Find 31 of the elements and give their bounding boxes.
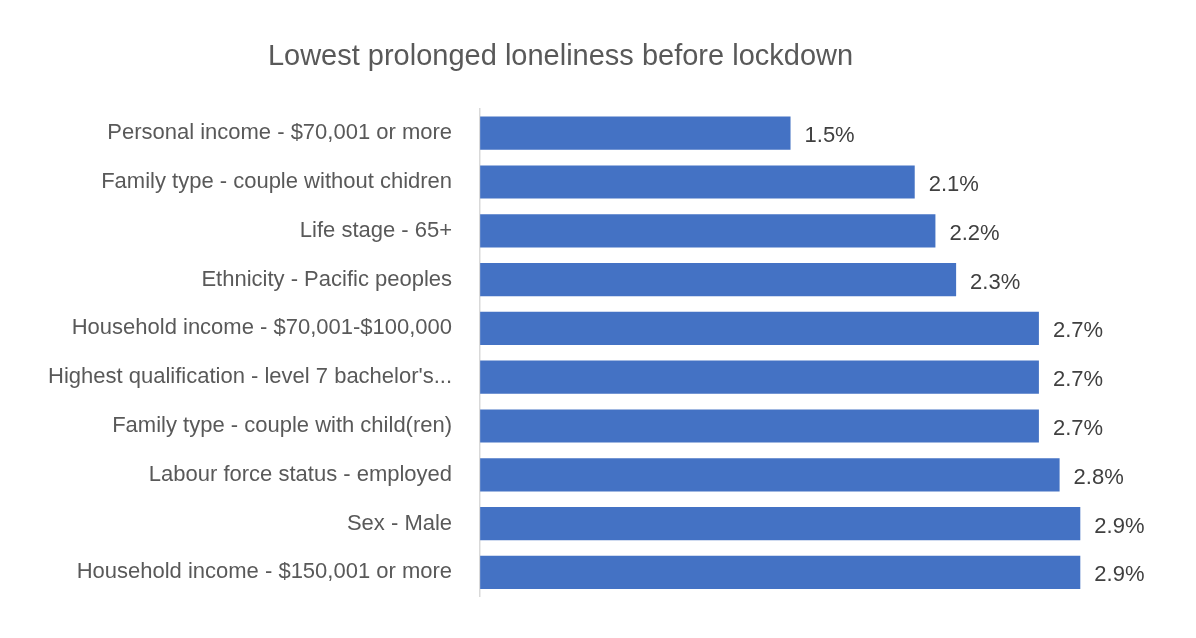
data-label: 2.8% <box>1073 463 1124 489</box>
data-label: 1.5% <box>804 122 855 148</box>
y-tick-label: Highest qualification - level 7 bachelor's... <box>48 363 453 389</box>
bar <box>480 214 936 248</box>
y-tick-label: Family type - couple without chidren <box>101 168 453 194</box>
data-label: 2.9% <box>1094 561 1145 587</box>
y-tick-label: Family type - couple with child(ren) <box>112 412 453 438</box>
y-tick-label: Household income - $150,001 or more <box>76 558 453 584</box>
bar <box>480 409 1039 443</box>
y-tick-label: Household income - $70,001-$100,000 <box>71 314 453 340</box>
data-label: 2.7% <box>1052 317 1104 343</box>
data-label: 2.1% <box>928 171 979 197</box>
y-tick-label: Personal income - $70,001 or more <box>107 119 453 145</box>
data-label: 2.3% <box>970 268 1021 294</box>
bar <box>480 116 791 150</box>
y-tick-label: Sex - Male <box>346 509 453 535</box>
y-tick-label: Life stage - 65+ <box>299 216 453 242</box>
y-tick-label: Ethnicity - Pacific peoples <box>201 265 453 291</box>
bar <box>480 360 1039 394</box>
chart-title: Lowest prolonged loneliness before lockdown <box>267 39 854 72</box>
bar <box>480 263 957 297</box>
bar <box>480 165 915 199</box>
data-label: 2.7% <box>1052 366 1104 392</box>
bar <box>480 311 1039 345</box>
bar <box>480 555 1081 589</box>
data-label: 2.9% <box>1094 512 1145 538</box>
bar <box>480 458 1060 492</box>
data-label: 2.2% <box>949 219 1000 245</box>
y-tick-label: Labour force status - employed <box>148 460 453 486</box>
bar <box>480 507 1081 541</box>
data-label: 2.7% <box>1052 415 1104 441</box>
